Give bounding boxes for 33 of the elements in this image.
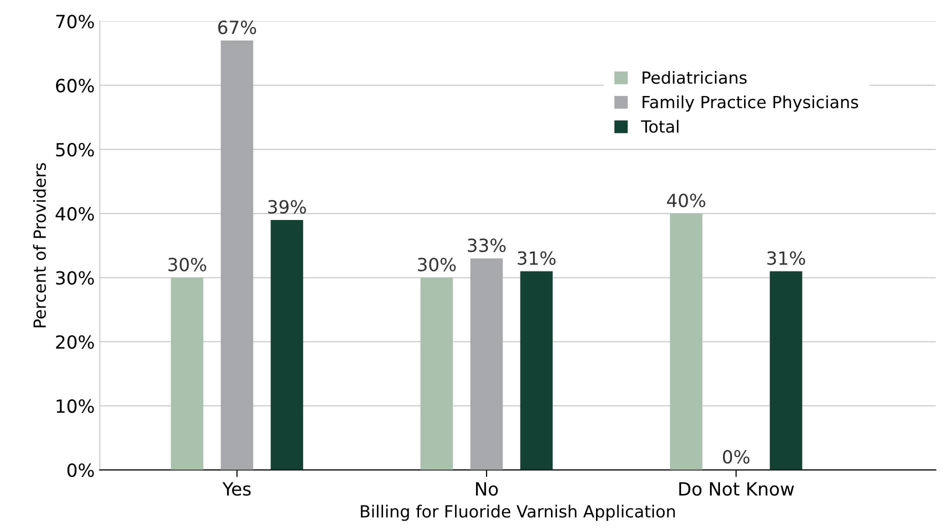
data-label: 31% (767, 251, 806, 265)
data-label: 33% (468, 238, 506, 252)
y-tick-label: 60% (56, 78, 94, 92)
bar (170, 278, 204, 470)
x-tick-label: Yes (222, 482, 251, 496)
y-tick-label: 20% (56, 335, 94, 349)
bar (470, 258, 503, 470)
bar (670, 214, 702, 470)
data-label: 40% (667, 194, 706, 208)
y-tick-label: 30% (56, 271, 94, 285)
legend-label: Family Practice Physicians (642, 95, 858, 112)
bar (270, 220, 304, 470)
bar (420, 278, 453, 470)
data-label: 39% (268, 200, 306, 214)
y-tick-label: 50% (56, 142, 94, 157)
bar (520, 271, 553, 470)
data-label: 0% (722, 450, 750, 464)
bar (220, 40, 254, 470)
x-tick-label: Do Not Know (679, 482, 794, 496)
x-axis-title: Billing for Fluoride Varnish Application (360, 504, 675, 521)
data-label: 31% (518, 251, 556, 265)
data-label: 30% (168, 258, 206, 272)
data-label: 67% (218, 20, 256, 34)
legend-label: Total (641, 120, 678, 133)
y-tick-label: 0% (67, 463, 94, 478)
x-tick-label: No (476, 482, 498, 496)
bar (770, 271, 802, 470)
y-tick-label: 70% (56, 14, 94, 28)
legend-label: Pediatricians (642, 70, 747, 84)
y-axis-title: Percent of Providers (33, 163, 46, 328)
y-tick-label: 10% (56, 399, 94, 413)
y-tick-label: 40% (56, 206, 94, 221)
data-label: 30% (418, 258, 456, 272)
